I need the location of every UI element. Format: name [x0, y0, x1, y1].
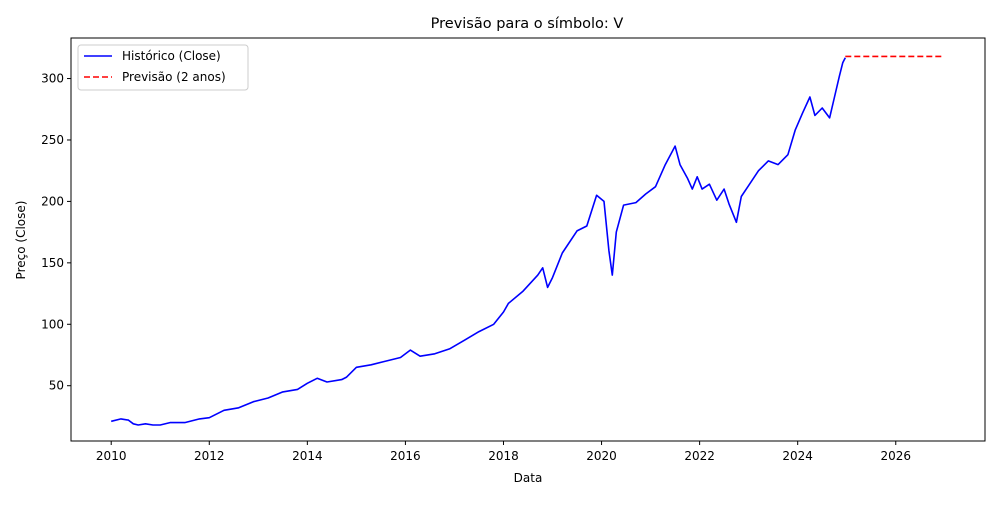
x-axis-label: Data	[514, 471, 543, 485]
legend: Histórico (Close) Previsão (2 anos)	[77, 44, 249, 91]
y-tick-label: 50	[49, 379, 64, 393]
x-tick-label: 2012	[194, 449, 225, 463]
x-tick-label: 2010	[96, 449, 127, 463]
legend-label-previsao: Previsão (2 anos)	[122, 70, 226, 84]
x-tick-label: 2016	[390, 449, 421, 463]
y-tick-label: 200	[41, 194, 64, 208]
y-tick-label: 300	[41, 72, 64, 86]
y-tick-label: 150	[41, 256, 64, 270]
legend-box	[77, 44, 249, 91]
x-tick-label: 2026	[880, 449, 911, 463]
plot-frame	[70, 37, 986, 442]
x-tick-label: 2022	[684, 449, 715, 463]
x-tick-label: 2024	[782, 449, 813, 463]
x-tick-label: 2018	[488, 449, 519, 463]
plot-area	[111, 55, 943, 426]
y-tick-label: 250	[41, 133, 64, 147]
x-tick-label: 2014	[292, 449, 323, 463]
y-axis-label: Preço (Close)	[14, 201, 28, 280]
x-axis-ticks: 2010 2012 2014 2016 2018 2020 2022 2024 2026	[96, 441, 911, 463]
series-line-0	[111, 57, 847, 426]
legend-label-historico: Histórico (Close)	[122, 49, 221, 63]
x-tick-label: 2020	[586, 449, 617, 463]
chart-title: Previsão para o símbolo: V	[431, 16, 624, 32]
y-tick-label: 100	[41, 317, 64, 331]
y-axis-ticks: 50 100 150 200 250 300	[41, 72, 71, 393]
